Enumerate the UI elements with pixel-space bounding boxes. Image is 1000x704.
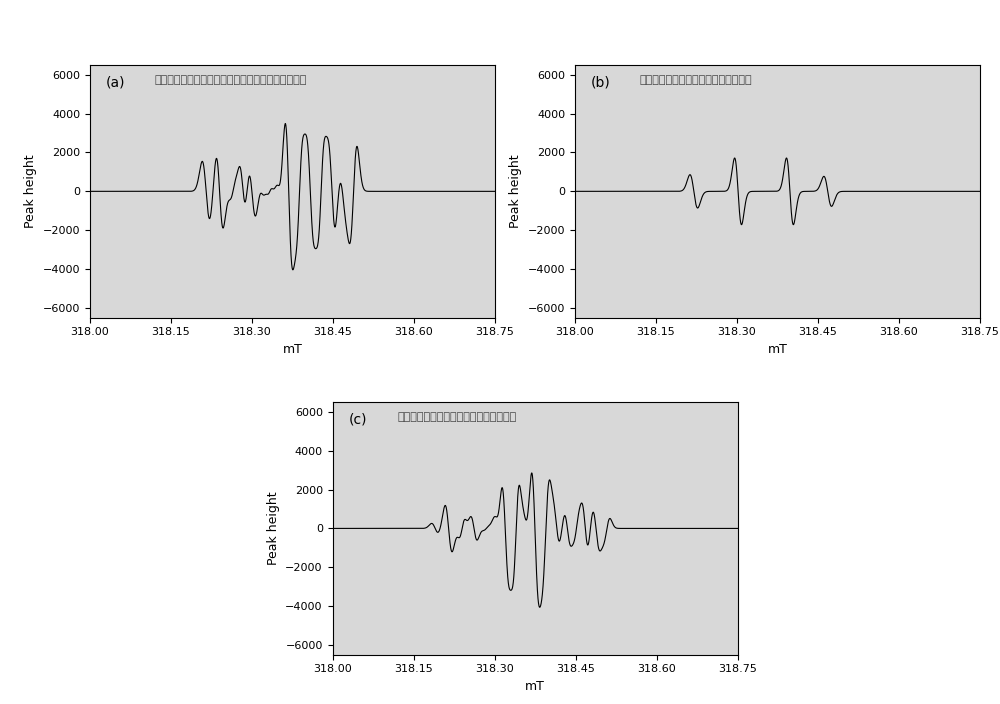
Y-axis label: Peak height: Peak height (267, 491, 280, 565)
X-axis label: mT: mT (768, 343, 787, 356)
Text: 微波激发可磁性分离催化剂催化过一硫酸氢鍹复合盐: 微波激发可磁性分离催化剂催化过一硫酸氢鍹复合盐 (155, 75, 307, 85)
Y-axis label: Peak height: Peak height (24, 155, 37, 228)
Text: (b): (b) (591, 75, 611, 89)
Y-axis label: Peak height: Peak height (509, 155, 522, 228)
Text: (a): (a) (106, 75, 126, 89)
Text: 微波激发可磁性分离催化剂催化双氧水: 微波激发可磁性分离催化剂催化双氧水 (640, 75, 752, 85)
Text: 微波激发可磁性分离催化剂催化过硫酸盐: 微波激发可磁性分离催化剂催化过硫酸盐 (397, 413, 517, 422)
X-axis label: mT: mT (283, 343, 302, 356)
Text: (c): (c) (349, 413, 367, 426)
X-axis label: mT: mT (525, 680, 545, 693)
